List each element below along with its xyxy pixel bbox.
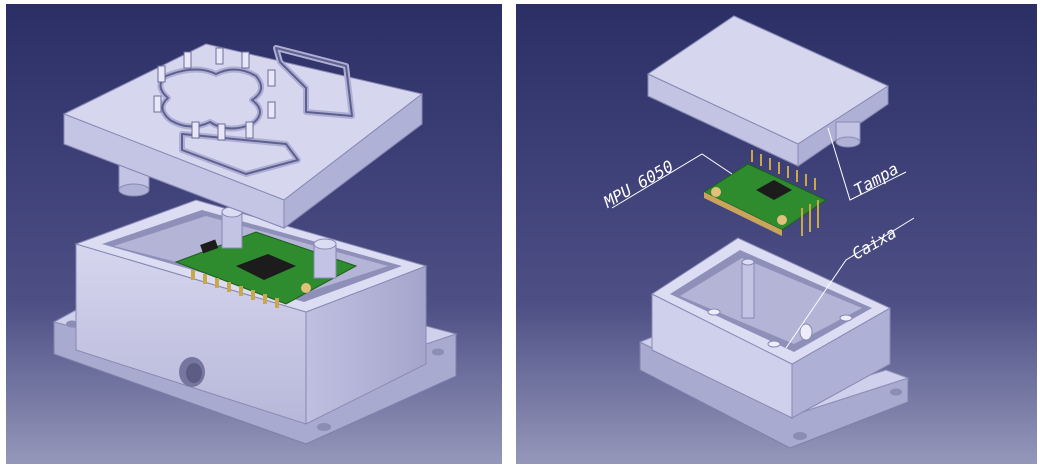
mpu6050-board (174, 231, 358, 308)
flange-hole (793, 432, 807, 440)
callout-sensor-leader (611, 153, 733, 209)
exploded-view-canvas: MPU 6050 Tampa Caixa (516, 4, 1037, 464)
flange-hole (890, 388, 902, 396)
assembled-view-panel (6, 4, 502, 464)
box-hole (839, 314, 853, 322)
callout-lid-leader (827, 127, 907, 201)
box-hole (707, 308, 721, 316)
exploded-view-panel: MPU 6050 Tampa Caixa (516, 4, 1037, 464)
mount-hole (777, 215, 787, 225)
callout-box-leader (785, 217, 915, 349)
header-pins (751, 150, 819, 236)
lid (62, 43, 424, 230)
box-hole (767, 340, 781, 348)
chip (236, 254, 296, 280)
mount-hole (711, 187, 721, 197)
mpu6050-board (702, 150, 828, 236)
box-post (741, 261, 755, 319)
mount-hole (301, 283, 311, 293)
header-pins (191, 270, 279, 308)
box (638, 237, 910, 449)
flange-hole (317, 423, 331, 431)
chip (756, 180, 792, 200)
flange-hole (432, 348, 444, 356)
flange-hole (66, 320, 78, 328)
lid-logo-pegs (153, 47, 276, 141)
box-hole (799, 323, 813, 341)
assembled-view-canvas (6, 4, 502, 464)
chip (200, 239, 219, 254)
